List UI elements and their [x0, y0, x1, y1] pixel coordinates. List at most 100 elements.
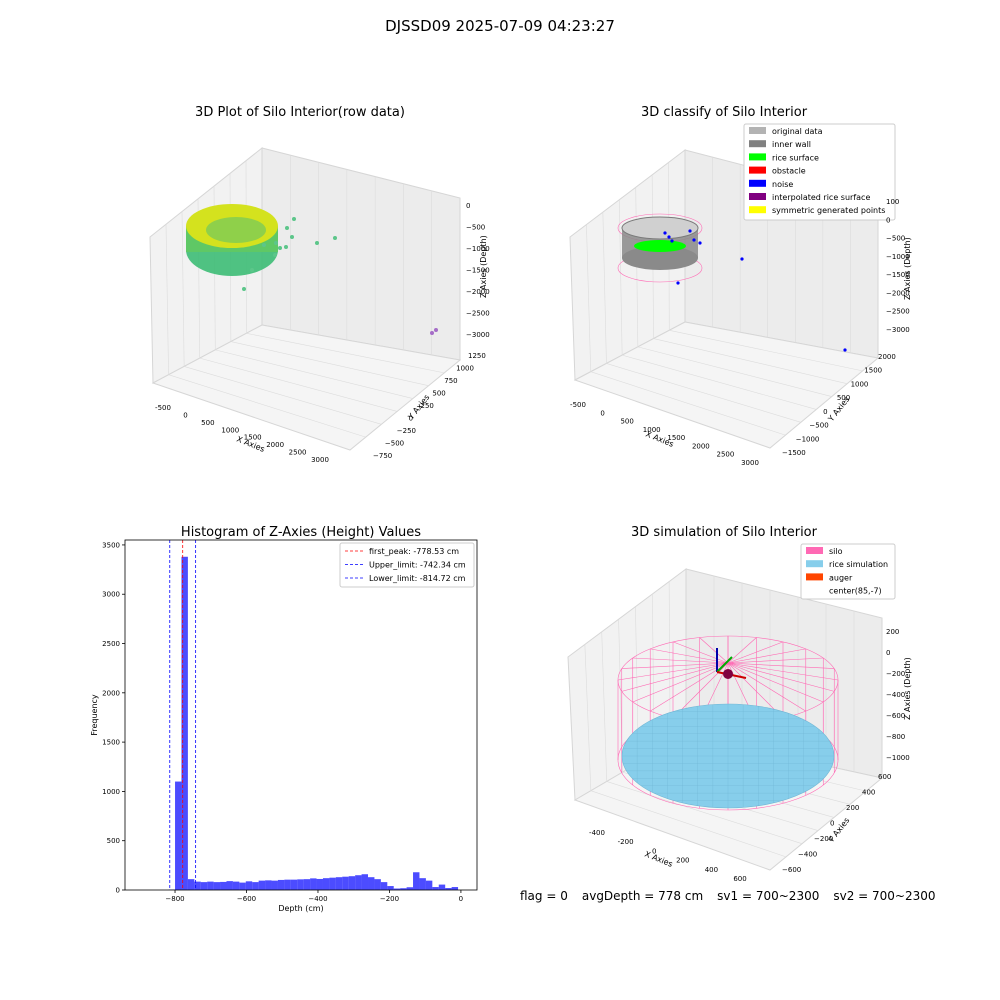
grid-line: [230, 341, 429, 387]
histogram-title: Histogram of Z-Axies (Height) Values: [181, 525, 421, 540]
z-tick-label: −2500: [886, 308, 910, 316]
noise-point: [843, 348, 847, 352]
x-tick-label: 2500: [717, 451, 735, 459]
y-tick-label: 2500: [102, 640, 120, 648]
x-tick-label: 1500: [244, 434, 262, 442]
histogram-bar: [335, 877, 343, 890]
x-tick-label: 3000: [311, 456, 329, 464]
histogram-y-label: Frequency: [90, 694, 99, 736]
z-tick-label: 200: [886, 628, 899, 636]
legend-label: Lower_limit: -814.72 cm: [369, 574, 466, 583]
histogram-bar: [213, 882, 221, 890]
silo-roof-wire: [672, 641, 729, 664]
classified-legend: original data inner wall rice surface obsta…: [743, 123, 896, 221]
classified-z-label: Z Axies (Depth): [903, 237, 912, 300]
inner-wall-top: [621, 216, 699, 240]
raw-point: [278, 246, 282, 250]
grid-line: [637, 346, 832, 397]
legend-label: center(85,-7): [829, 587, 882, 596]
raw-back-pane: [261, 147, 461, 361]
auger-marker: [716, 648, 747, 679]
silo-roof-wire: [621, 662, 729, 692]
silo-simulation-3d-plot: 3D simulation of Silo Interior silo rice …: [567, 525, 912, 883]
grid-line: [181, 211, 185, 367]
noise-point: [670, 239, 674, 243]
raw-point: [242, 287, 246, 291]
legend-swatch: [749, 140, 766, 148]
classified-z-ticks: 100 0 −500 −1000 −1500 −2000 −2500 −3000: [886, 198, 910, 334]
histogram-bar: [413, 872, 420, 890]
x-tick-label: 200: [676, 857, 689, 865]
grid-line: [590, 371, 786, 436]
raw-floor-pane: [151, 324, 462, 451]
noise-point: [688, 229, 692, 233]
histogram-x-ticks: −800 −600 −400 −200 0: [165, 890, 463, 903]
y-tick-label: 600: [878, 773, 891, 781]
y-tick-label: 250: [421, 402, 434, 410]
legend-label: inner wall: [772, 140, 811, 149]
histogram-bar: [252, 882, 259, 890]
histogram-legend: first_peak: -778.53 cm Upper_limit: -742.…: [339, 542, 475, 588]
simulation-z-ticks: 200 0 −200 −400 −600 −800 −1000: [886, 628, 910, 762]
classified-point-cloud: [617, 213, 847, 352]
raw-point: [274, 241, 278, 245]
x-tick-label: 0: [183, 411, 187, 419]
y-tick-label: 1000: [102, 788, 120, 796]
histogram-bar: [290, 879, 298, 890]
legend-label: interpolated rice surface: [772, 193, 870, 202]
z-tick-label: 0: [466, 202, 470, 210]
classified-floor-pane: [573, 321, 880, 449]
status-footer: flag = 0 avgDepth = 778 cm sv1 = 700~2300 s…: [520, 889, 950, 903]
y-tick-label: −250: [397, 427, 416, 435]
histogram-bar: [316, 878, 323, 890]
legend-swatch: [749, 127, 766, 134]
z-tick-label: −1000: [886, 754, 910, 762]
z-tick-label: −500: [466, 224, 485, 232]
noise-point: [740, 257, 744, 261]
histogram-bar: [271, 880, 278, 890]
grid-line: [586, 224, 592, 372]
histogram-bar: [322, 878, 330, 890]
z-tick-label: −1500: [466, 267, 490, 275]
silo-roof-wire: [727, 648, 806, 664]
x-tick-label: 2000: [266, 441, 284, 449]
silo-roof-wire: [727, 637, 757, 664]
histogram-bar: [425, 880, 433, 890]
histogram-bar: [406, 887, 414, 890]
y-tick-label: 3000: [102, 591, 120, 599]
silo-roof-wire: [632, 657, 729, 664]
grid-line: [584, 644, 592, 791]
raw-scatter-points: [242, 217, 438, 335]
grid-line: [215, 349, 413, 399]
histogram-bar: [181, 556, 188, 890]
legend-label: symmetric generated points: [772, 206, 885, 215]
raw-point: [262, 243, 266, 247]
x-tick-label: -500: [570, 401, 586, 409]
z-tick-label: −2000: [886, 289, 910, 297]
z-tick-label: 0: [886, 216, 890, 224]
sv2-range: sv2 = 700~2300: [833, 889, 936, 903]
histogram-bar: [348, 876, 356, 890]
classified-legend-frame: [743, 123, 896, 221]
grid-line: [165, 224, 169, 375]
silo-roof-wire: [727, 657, 824, 664]
y-tick-label: 0: [830, 820, 834, 828]
legend-label: obstacle: [772, 167, 806, 176]
histogram-bar: [284, 879, 291, 890]
histogram-bar: [245, 881, 253, 890]
raw-point: [285, 226, 289, 230]
raw-3d-plot: 3D Plot of Silo Interior(row data) -500 0…: [149, 105, 490, 464]
raw-point: [315, 241, 319, 245]
histogram-bar: [239, 882, 246, 890]
z-tick-label: 0: [886, 649, 890, 657]
histogram-bar: [207, 881, 214, 890]
noise-point: [663, 231, 667, 235]
y-tick-label: 1500: [102, 739, 120, 747]
y-tick-label: 1500: [864, 367, 882, 375]
legend-label: noise: [772, 180, 793, 189]
y-tick-label: 2000: [102, 689, 120, 697]
legend-swatch: [749, 206, 766, 214]
x-tick-label: 1000: [643, 426, 661, 434]
z-tick-label: −500: [886, 235, 905, 243]
